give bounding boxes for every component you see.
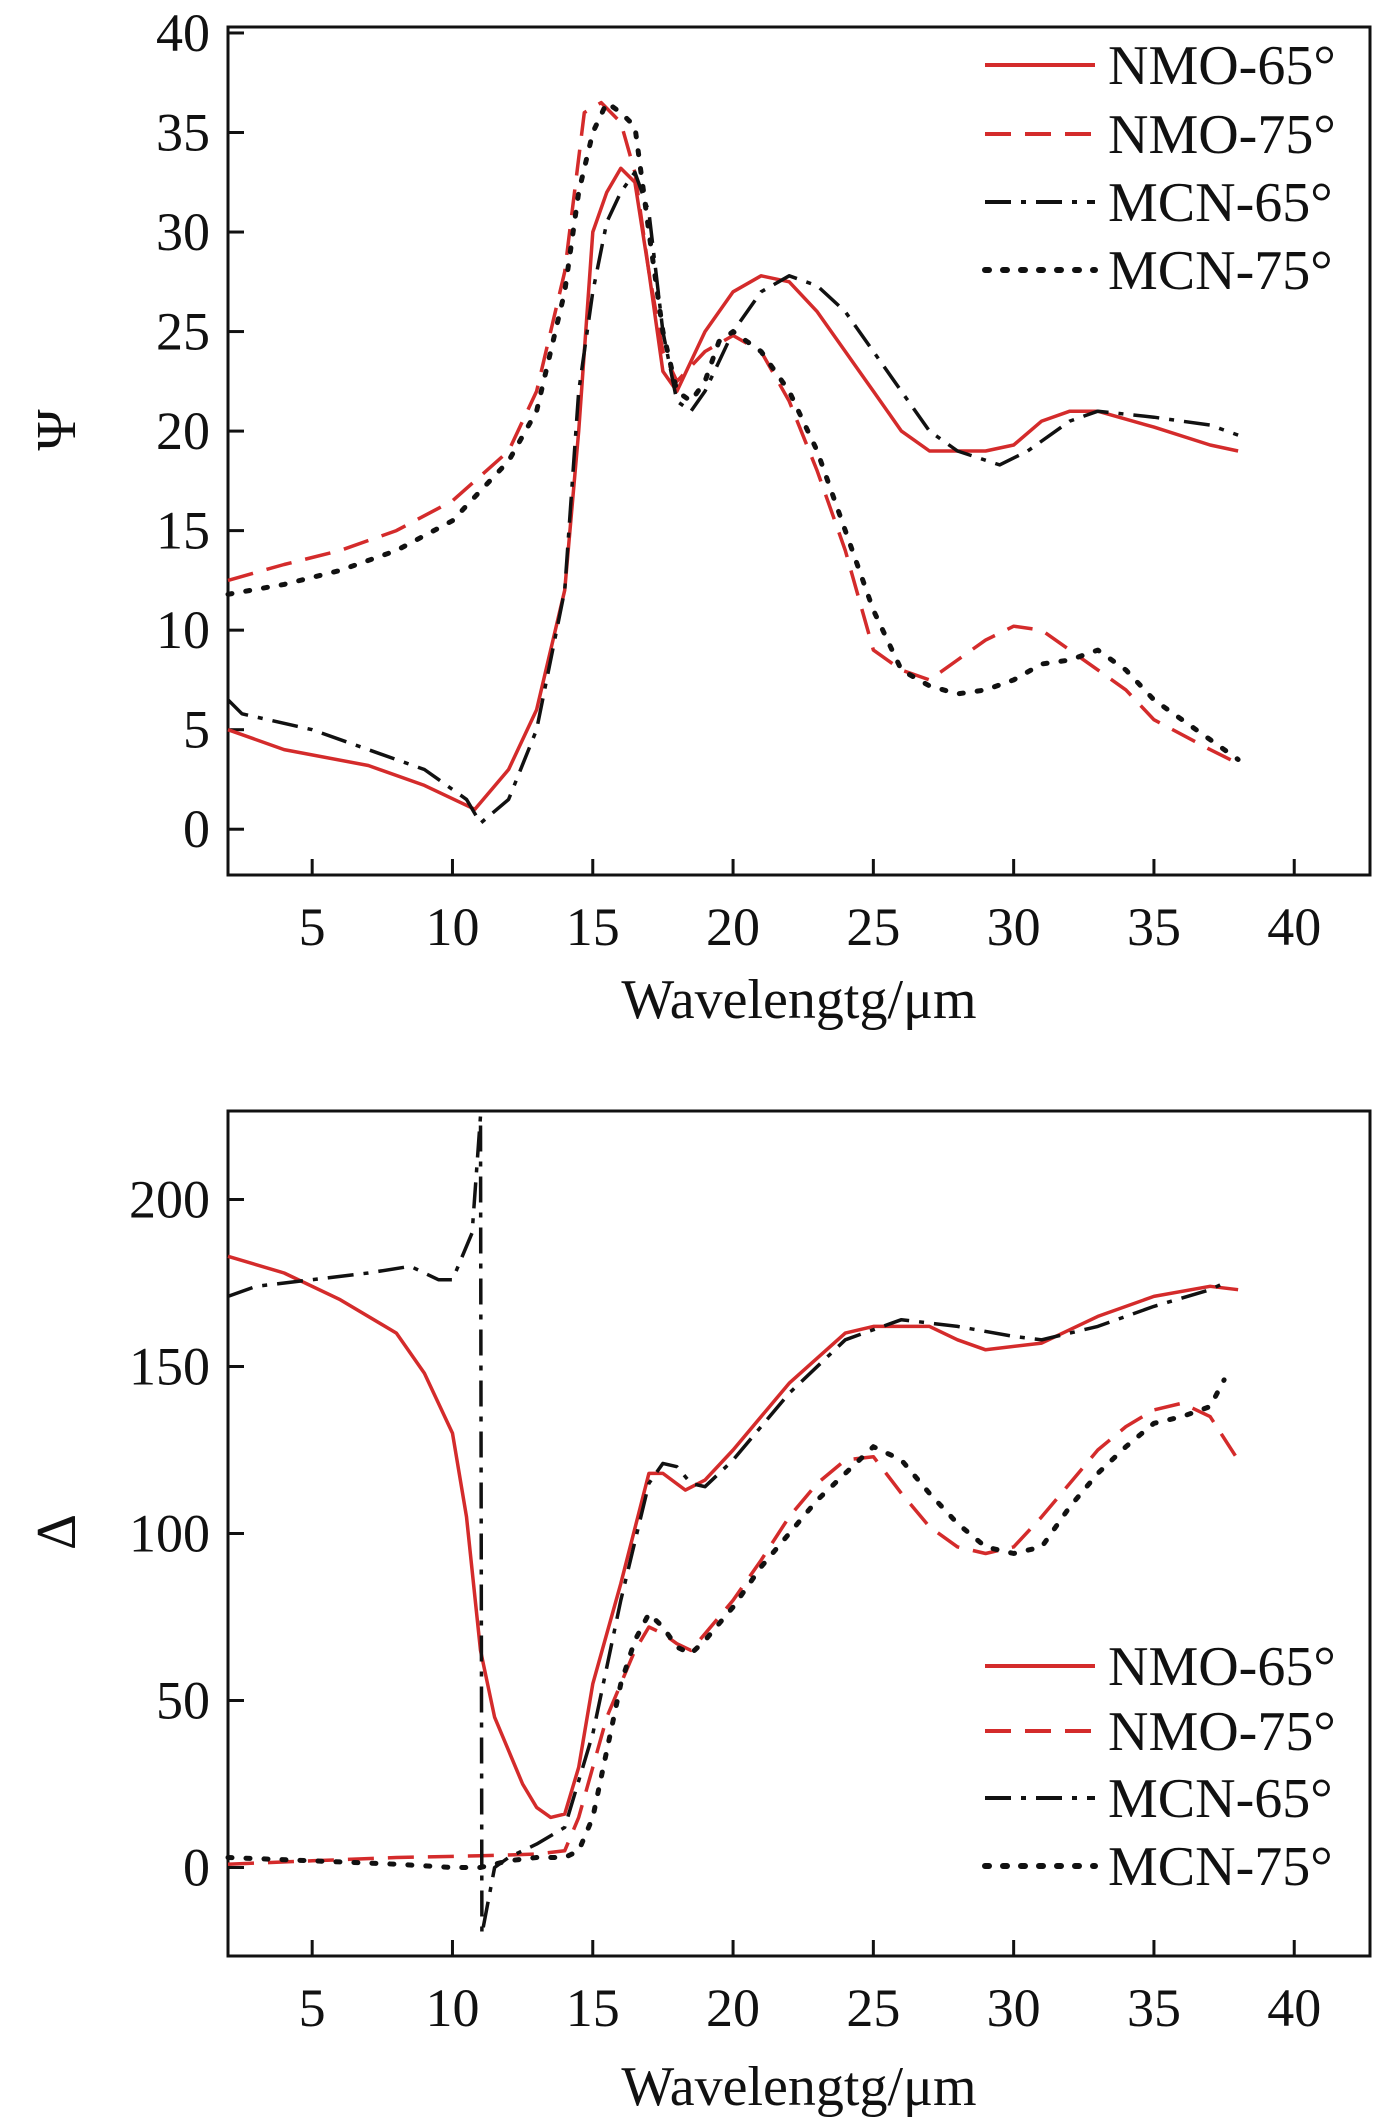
x-tick-label: 15 (566, 1978, 620, 2038)
x-tick-label: 5 (299, 1978, 326, 2038)
delta-chart: Wavelengtg/μm Δ 5 10 15 20 25 30 35 40 0 50 100 150… (26, 1109, 1372, 2118)
x-tick-label: 20 (706, 1978, 760, 2038)
series-line-nmo-75- (227, 1401, 1240, 1866)
y-axis-label: Ψ (26, 409, 88, 451)
y-tick-label: 40 (156, 3, 210, 63)
y-tick-label: 20 (156, 401, 210, 461)
x-tick-label: 40 (1267, 1978, 1321, 2038)
y-tick-label: 35 (156, 103, 210, 163)
series-line-mcn-75- (225, 1377, 1227, 1870)
x-tick-label: 30 (987, 897, 1041, 957)
series-line-mcn-65- (227, 1114, 1225, 1937)
y-tick-label: 150 (129, 1337, 210, 1397)
x-tick-label: 15 (566, 897, 620, 957)
legend-label: MCN-75° (1108, 1836, 1333, 1898)
x-axis-label: Wavelengtg/μm (621, 969, 976, 1031)
y-tick-label: 5 (183, 700, 210, 760)
legend-label: NMO-75° (1108, 1701, 1336, 1763)
x-tick-label: 35 (1127, 897, 1181, 957)
y-tick-label: 10 (156, 600, 210, 660)
x-tick-label: 40 (1267, 897, 1321, 957)
x-tick-label: 10 (425, 1978, 479, 2038)
series-line-mcn-75- (225, 100, 1241, 762)
y-tick-label: 100 (129, 1504, 210, 1564)
y-tick-label: 50 (156, 1670, 210, 1730)
y-axis-label: Δ (26, 1514, 88, 1550)
y-tick-label: 15 (156, 501, 210, 561)
x-tick-label: 5 (299, 897, 326, 957)
legend-label: NMO-65° (1108, 35, 1336, 97)
series-line-nmo-65- (227, 166, 1239, 812)
psi-chart: Wavelengtg/μm Ψ 5 10 15 20 25 30 35 40 0 5 10 15 20 2… (26, 3, 1372, 1031)
y-tick-label: 0 (183, 1837, 210, 1897)
legend-label: NMO-75° (1108, 104, 1336, 166)
x-tick-label: 25 (846, 1978, 900, 2038)
series-line-nmo-75- (227, 100, 1239, 766)
legend-label: NMO-65° (1108, 1636, 1336, 1698)
x-tick-label: 25 (846, 897, 900, 957)
x-tick-label: 35 (1127, 1978, 1181, 2038)
x-tick-label: 30 (987, 1978, 1041, 2038)
legend-label: MCN-65° (1108, 172, 1333, 234)
series-line-nmo-65- (227, 1254, 1239, 1820)
series-line-mcn-65- (226, 170, 1239, 825)
x-axis-label: Wavelengtg/μm (621, 2056, 976, 2118)
legend-label: MCN-75° (1108, 240, 1333, 302)
x-tick-label: 20 (706, 897, 760, 957)
x-tick-label: 10 (425, 897, 479, 957)
legend-label: MCN-65° (1108, 1768, 1333, 1830)
y-tick-label: 0 (183, 799, 210, 859)
y-tick-label: 200 (129, 1170, 210, 1230)
y-tick-label: 25 (156, 302, 210, 362)
y-tick-label: 30 (156, 202, 210, 262)
plot-frame (226, 25, 1372, 877)
